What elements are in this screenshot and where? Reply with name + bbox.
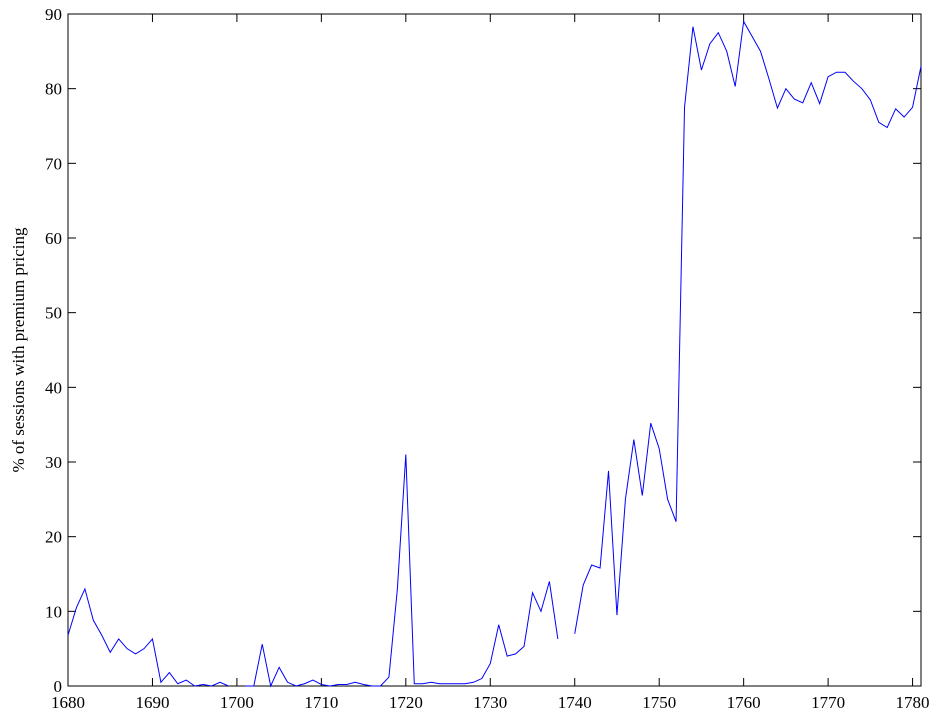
y-tick-label: 40 (45, 378, 62, 397)
data-line (67, 19, 922, 688)
y-tick-label: 60 (45, 229, 62, 248)
y-tick-label: 20 (45, 528, 62, 547)
y-tick-label: 80 (45, 80, 62, 99)
plot-frame (67, 13, 922, 687)
x-tick-label: 1720 (389, 693, 423, 712)
x-tick-label: 1730 (473, 693, 507, 712)
x-tick-label: 1780 (896, 693, 930, 712)
y-tick-label: 30 (45, 453, 62, 472)
x-tick-label: 1760 (727, 693, 761, 712)
y-tick-label: 90 (45, 5, 62, 24)
x-tick-label: 1770 (811, 693, 845, 712)
x-tick-label: 1700 (220, 693, 254, 712)
x-tick-label: 1740 (558, 693, 592, 712)
y-tick-label: 0 (54, 677, 63, 696)
x-tick-label: 1680 (51, 693, 85, 712)
x-tick-label: 1690 (135, 693, 169, 712)
y-tick-label: 50 (45, 304, 62, 323)
y-tick-label: 70 (45, 154, 62, 173)
x-tick-label: 1750 (642, 693, 676, 712)
y-tick-label: 10 (45, 602, 62, 621)
y-axis-label: % of sessions with premium pricing (9, 227, 28, 473)
x-tick-label: 1710 (304, 693, 338, 712)
